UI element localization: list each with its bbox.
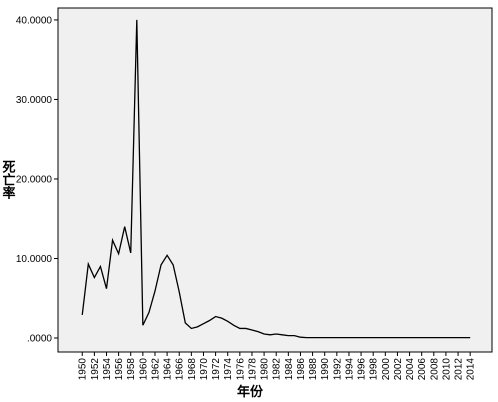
x-tick-label: 1982: [272, 358, 283, 381]
x-tick-label: 1952: [90, 358, 101, 381]
x-tick-label: 1992: [332, 358, 343, 381]
x-tick-label: 1972: [211, 358, 222, 381]
x-tick-label: 2006: [417, 358, 428, 381]
x-tick-label: 1994: [344, 358, 355, 381]
y-tick-label: 20.0000: [16, 174, 53, 185]
x-tick-label: 2008: [429, 358, 440, 381]
x-tick-label: 2014: [466, 358, 477, 381]
x-tick-label: 1976: [235, 358, 246, 381]
y-tick-label: .0000: [27, 334, 52, 345]
x-tick-label: 1980: [260, 358, 271, 381]
x-tick-label: 1954: [102, 358, 113, 381]
x-axis-title: 年份: [237, 384, 264, 399]
x-tick-label: 1988: [308, 358, 319, 381]
x-tick-label: 1964: [163, 358, 174, 381]
x-tick-label: 1970: [199, 358, 210, 381]
x-tick-label: 1966: [175, 358, 186, 381]
x-tick-label: 1956: [114, 358, 125, 381]
x-tick-label: 1984: [284, 358, 295, 381]
x-tick-label: 1990: [320, 358, 331, 381]
x-tick-label: 1968: [187, 358, 198, 381]
plot-area: [57, 7, 493, 353]
x-tick-label: 1974: [223, 358, 234, 381]
y-axis-title: 死亡率: [1, 160, 16, 200]
x-tick-label: 1996: [357, 358, 368, 381]
y-tick-label: 40.0000: [16, 15, 53, 26]
x-tick-label: 2004: [405, 358, 416, 381]
x-tick-label: 1950: [78, 358, 89, 381]
x-tick-label: 1962: [150, 358, 161, 381]
x-tick-label: 2002: [393, 358, 404, 381]
line: [81, 19, 471, 339]
x-tick-label: 1978: [247, 358, 258, 381]
x-tick-label: 2000: [381, 358, 392, 381]
x-tick-label: 1958: [126, 358, 137, 381]
x-tick-label: 2012: [454, 358, 465, 381]
y-tick-label: 10.0000: [16, 254, 53, 265]
x-tick-label: 2010: [441, 358, 452, 381]
x-tick-label: 1998: [369, 358, 380, 381]
y-tick-label: 30.0000: [16, 95, 53, 106]
x-tick-label: 1986: [296, 358, 307, 381]
x-tick-label: 1960: [138, 358, 149, 381]
